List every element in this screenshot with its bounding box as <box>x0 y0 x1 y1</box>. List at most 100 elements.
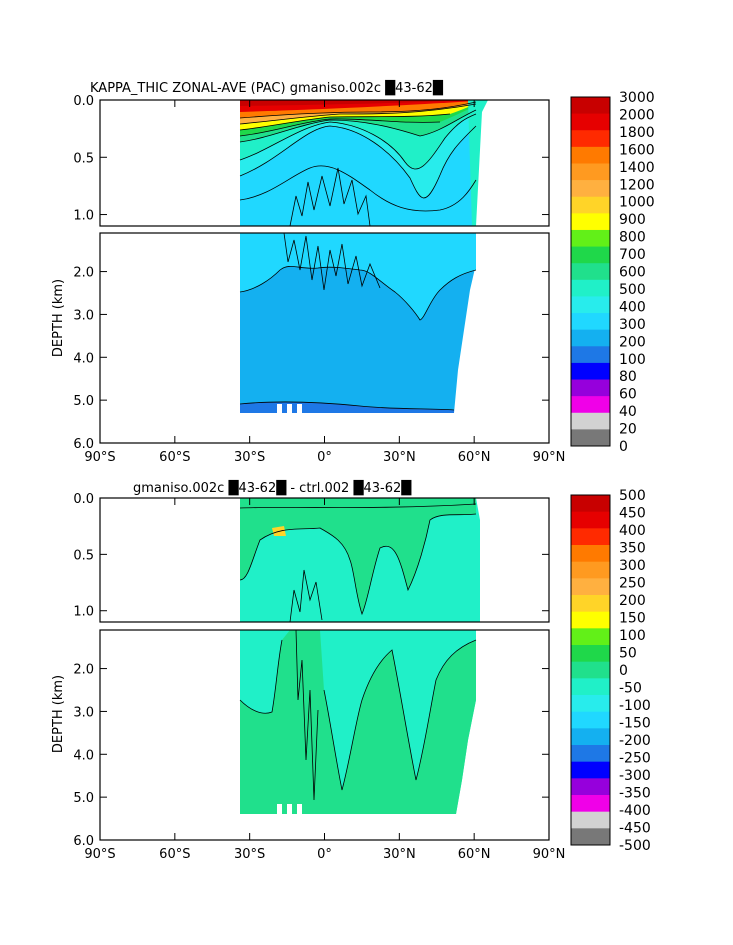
colorbar-label: 1200 <box>619 177 655 193</box>
colorbar-swatch <box>571 113 610 131</box>
colorbar-label: 40 <box>619 404 637 420</box>
y-tick-label: 6.0 <box>73 437 94 452</box>
colorbar-label: 100 <box>619 628 646 644</box>
colorbar-label: -50 <box>619 681 642 697</box>
colorbar-label: 100 <box>619 352 646 368</box>
colorbar-swatch <box>571 246 610 264</box>
y-tick-label: 0.5 <box>73 151 94 166</box>
colorbar-label: 1800 <box>619 125 655 141</box>
colorbar-swatch <box>571 263 610 281</box>
upper-panel-field <box>239 498 480 623</box>
x-tick-label: 60°N <box>458 450 491 465</box>
colorbar-swatch <box>571 130 610 148</box>
colorbar-frame <box>570 96 611 447</box>
colorbar-label: 80 <box>619 369 637 385</box>
colorbar-swatch <box>571 180 610 198</box>
y-tick-label: 6.0 <box>73 834 94 849</box>
colorbar-label: 200 <box>619 334 646 350</box>
colorbar-swatch <box>571 645 610 663</box>
colorbar-swatch <box>571 678 610 696</box>
colorbar-swatch <box>571 429 610 447</box>
masked-land-strip <box>287 404 292 416</box>
contour-lines <box>239 503 477 623</box>
colorbar-swatch <box>571 163 610 181</box>
x-tick-label: 90°N <box>533 847 566 862</box>
colorbar-label: 150 <box>619 611 646 627</box>
x-tick-label: 90°S <box>84 450 115 465</box>
x-tick-label: 30°N <box>383 847 416 862</box>
colorbar-swatch <box>571 728 610 746</box>
colorbar-label: 450 <box>619 506 646 522</box>
colorbar-swatch <box>571 761 610 779</box>
colorbar-swatch <box>571 495 610 513</box>
masked-land-strip <box>277 804 282 816</box>
colorbar: 3000200018001600140012001000900800700600… <box>570 90 655 455</box>
colorbar-swatch <box>571 146 610 164</box>
colorbar-label: -350 <box>619 786 651 802</box>
x-tick-label: 30°S <box>234 847 265 862</box>
colorbar-label: 1000 <box>619 195 655 211</box>
colorbar-label: -400 <box>619 803 651 819</box>
colorbar-swatch <box>571 595 610 613</box>
chart-difference: gmaniso.002c █43-62█ - ctrl.002 █43-62█ … <box>51 479 651 862</box>
colorbar-swatch <box>571 695 610 713</box>
colorbar-swatch <box>571 611 610 629</box>
contour-lines <box>239 232 477 411</box>
field-region-100 <box>240 401 454 413</box>
colorbar-label: -150 <box>619 716 651 732</box>
y-tick-group: 0.0 0.5 1.0 2.0 3.0 4.0 5.0 6.0 <box>73 492 549 849</box>
colorbar-swatch <box>571 545 610 563</box>
contour-lines <box>239 629 477 801</box>
y-tick-label: 3.0 <box>73 705 94 720</box>
x-tick-label: 30°N <box>383 450 416 465</box>
colorbar-swatch <box>571 828 610 846</box>
masked-land-strip <box>297 804 302 816</box>
contour-lines <box>239 101 477 227</box>
colorbar-label: 2000 <box>619 107 655 123</box>
lower-panel-field <box>239 629 477 816</box>
colorbar-label: 0 <box>619 439 628 455</box>
colorbar-label: 300 <box>619 558 646 574</box>
colorbar-swatch <box>571 711 610 729</box>
masked-land-strip <box>297 404 302 416</box>
colorbar-swatch <box>571 329 610 347</box>
colorbar-swatch <box>571 379 610 397</box>
x-tick-label: 60°S <box>159 847 190 862</box>
y-axis-label: DEPTH (km) <box>51 279 66 357</box>
colorbar-label: 0 <box>619 663 628 679</box>
x-tick-label: 90°N <box>533 450 566 465</box>
colorbar-label: 300 <box>619 317 646 333</box>
colorbar-swatch <box>571 396 610 414</box>
colorbar-label: -200 <box>619 733 651 749</box>
colorbar-label: 350 <box>619 541 646 557</box>
y-tick-label: 5.0 <box>73 791 94 806</box>
colorbar-swatch <box>571 279 610 297</box>
colorbar-label: 900 <box>619 212 646 228</box>
x-tick-label: 90°S <box>84 847 115 862</box>
colorbar-swatch <box>571 745 610 763</box>
y-tick-label: 2.0 <box>73 663 94 678</box>
field-region-northern-edge <box>468 100 488 226</box>
masked-land-strip <box>287 804 292 816</box>
colorbar-swatch <box>571 346 610 364</box>
colorbar-label: 500 <box>619 488 646 504</box>
colorbar-label: 800 <box>619 230 646 246</box>
lower-panel-field <box>239 232 477 416</box>
y-tick-label: 4.0 <box>73 351 94 366</box>
colorbar-swatch <box>571 578 610 596</box>
chart-title: KAPPA_THIC ZONAL-AVE (PAC) gmaniso.002c … <box>90 79 444 96</box>
colorbar-swatch <box>571 511 610 529</box>
x-tick-label: 60°N <box>458 847 491 862</box>
colorbar-swatch <box>571 196 610 214</box>
colorbar-frame <box>570 494 611 846</box>
colorbar-swatch <box>571 795 610 813</box>
colorbar-swatch <box>571 362 610 381</box>
field-region-3000 <box>240 100 476 106</box>
colorbar-label: 60 <box>619 387 637 403</box>
colorbar-swatch <box>571 811 610 829</box>
field-region-0 <box>240 498 476 614</box>
y-tick-label: 5.0 <box>73 394 94 409</box>
x-tick-group: 90°S 60°S 30°S 0° 30°N 60°N 90°N <box>84 100 565 465</box>
